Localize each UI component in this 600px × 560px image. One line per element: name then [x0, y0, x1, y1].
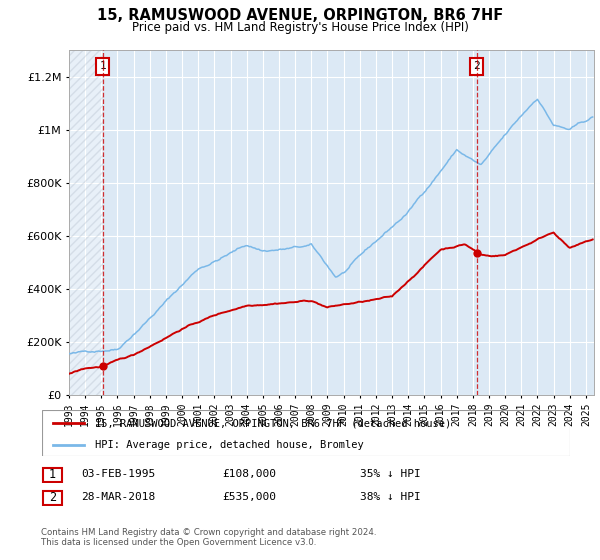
- Text: HPI: Average price, detached house, Bromley: HPI: Average price, detached house, Brom…: [95, 440, 364, 450]
- Text: Contains HM Land Registry data © Crown copyright and database right 2024.
This d: Contains HM Land Registry data © Crown c…: [41, 528, 376, 547]
- Text: 35% ↓ HPI: 35% ↓ HPI: [360, 469, 421, 479]
- Text: 1: 1: [100, 61, 106, 71]
- Text: 03-FEB-1995: 03-FEB-1995: [81, 469, 155, 479]
- Text: 2: 2: [49, 491, 56, 505]
- Text: 38% ↓ HPI: 38% ↓ HPI: [360, 492, 421, 502]
- Text: £535,000: £535,000: [222, 492, 276, 502]
- Text: 1: 1: [49, 468, 56, 482]
- Bar: [43, 491, 62, 505]
- Text: £108,000: £108,000: [222, 469, 276, 479]
- Text: Price paid vs. HM Land Registry's House Price Index (HPI): Price paid vs. HM Land Registry's House …: [131, 21, 469, 34]
- Bar: [43, 468, 62, 482]
- Text: 28-MAR-2018: 28-MAR-2018: [81, 492, 155, 502]
- Bar: [69, 50, 103, 395]
- Text: 15, RAMUSWOOD AVENUE, ORPINGTON, BR6 7HF (detached house): 15, RAMUSWOOD AVENUE, ORPINGTON, BR6 7HF…: [95, 418, 451, 428]
- Text: 15, RAMUSWOOD AVENUE, ORPINGTON, BR6 7HF: 15, RAMUSWOOD AVENUE, ORPINGTON, BR6 7HF: [97, 8, 503, 24]
- Text: 2: 2: [473, 61, 480, 71]
